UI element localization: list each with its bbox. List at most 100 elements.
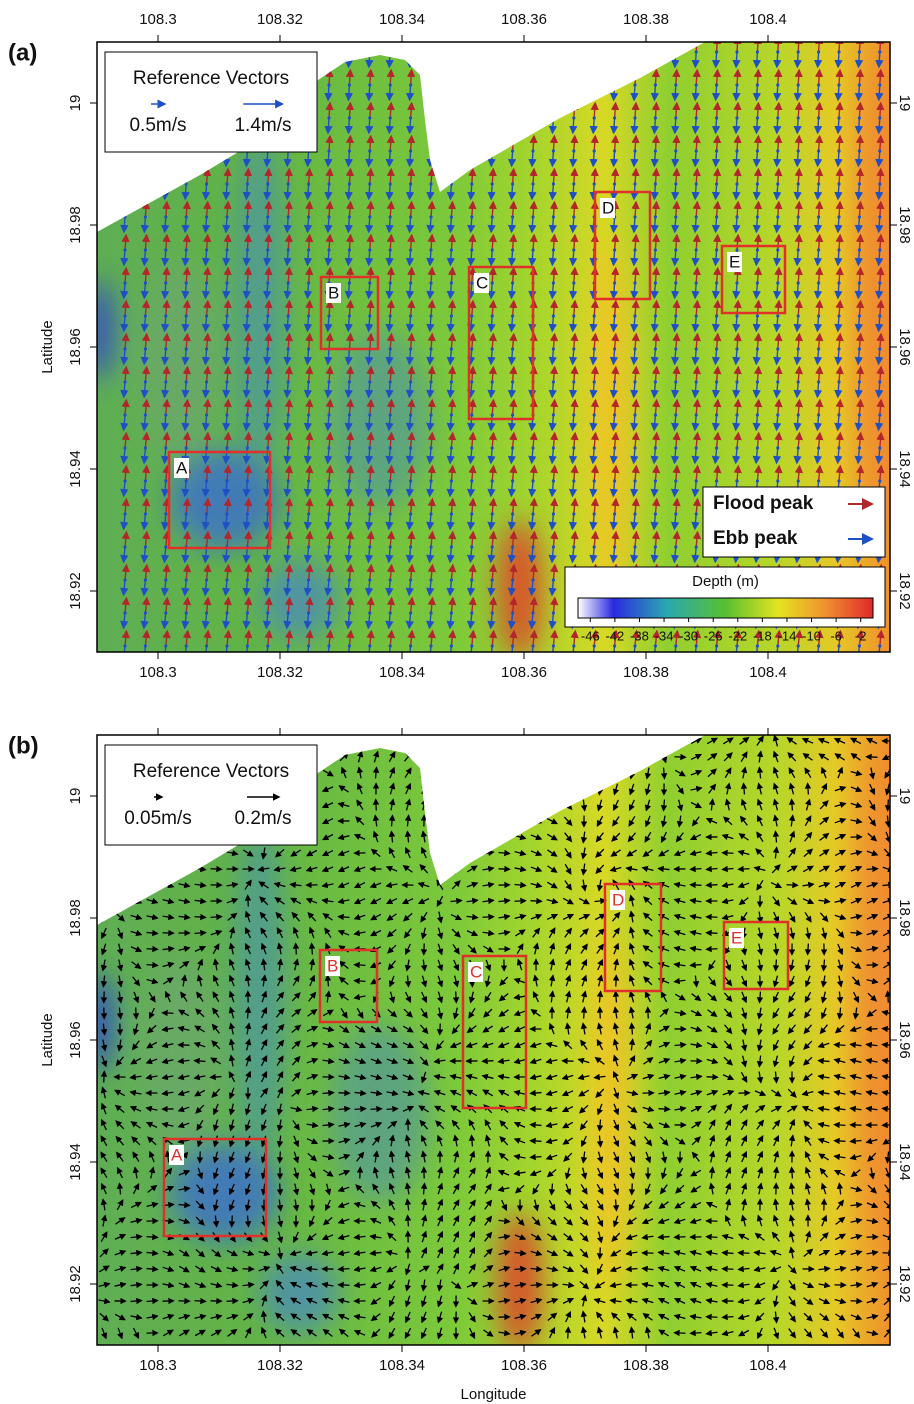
vector-origin	[429, 545, 432, 548]
vector-origin	[429, 413, 432, 416]
residual-vector	[470, 832, 474, 842]
vector-origin	[695, 149, 698, 152]
vector-origin	[429, 50, 432, 53]
residual-vector	[808, 784, 809, 795]
residual-vector	[723, 1253, 734, 1254]
residual-vector	[583, 784, 585, 795]
vector-origin	[144, 512, 147, 515]
vector-origin	[348, 149, 351, 152]
vector-origin	[817, 116, 820, 119]
vector-origin	[205, 512, 208, 515]
vector-origin	[470, 215, 473, 218]
residual-vector	[499, 770, 508, 776]
vector-origin	[776, 50, 779, 53]
vector-origin	[878, 116, 881, 119]
residual-vector	[549, 752, 555, 761]
flood-vector	[655, 70, 656, 85]
vector-origin	[531, 512, 534, 515]
residual-vector	[485, 800, 490, 810]
vector-origin	[287, 248, 290, 251]
vector-origin	[572, 644, 575, 647]
vector-origin	[572, 380, 575, 383]
vector-origin	[185, 215, 188, 218]
residual-vector	[600, 1008, 601, 1019]
y-tick-label: 18.92	[67, 572, 84, 610]
vector-origin	[144, 182, 147, 185]
residual-vector	[280, 1184, 281, 1195]
ebb-vector	[593, 52, 594, 67]
ebb-vector	[797, 52, 798, 67]
vector-origin	[246, 413, 249, 416]
vector-origin	[858, 50, 861, 53]
residual-vector	[616, 992, 617, 1003]
vector-origin	[695, 248, 698, 251]
ebb-vector	[144, 184, 145, 199]
residual-vector	[455, 816, 458, 827]
vector-origin	[511, 644, 514, 647]
vector-origin	[797, 281, 800, 284]
depth-patch	[260, 1253, 340, 1333]
vector-origin	[246, 611, 249, 614]
vector-origin	[327, 512, 330, 515]
vector-origin	[572, 182, 575, 185]
residual-vector	[323, 757, 334, 758]
residual-vector	[211, 869, 222, 870]
vector-origin	[409, 479, 412, 482]
vector-origin	[450, 50, 453, 53]
vector-origin	[389, 149, 392, 152]
colorbar-tick-label: -22	[728, 628, 747, 643]
vector-origin	[695, 83, 698, 86]
vector-origin	[429, 479, 432, 482]
vector-origin	[389, 281, 392, 284]
ebb-vector	[430, 118, 431, 133]
vector-origin	[307, 347, 310, 350]
vector-origin	[797, 644, 800, 647]
y-tick-label-right: 18.92	[896, 572, 913, 610]
vector-origin	[389, 182, 392, 185]
vector-origin	[348, 545, 351, 548]
residual-vector	[707, 949, 718, 950]
y-tick-label: 18.96	[67, 328, 84, 366]
residual-vector	[438, 768, 442, 778]
flood-vector	[329, 70, 330, 85]
vector-origin	[735, 116, 738, 119]
vector-origin	[654, 446, 657, 449]
ebb-vector	[552, 52, 553, 67]
residual-vector	[499, 754, 509, 759]
vector-origin	[491, 413, 494, 416]
vector-origin	[572, 215, 575, 218]
y-tick-label-right: 19	[896, 95, 913, 112]
vector-origin	[205, 314, 208, 317]
residual-vector	[388, 737, 396, 745]
vector-origin	[817, 314, 820, 317]
residual-vector	[468, 849, 476, 857]
vector-origin	[185, 611, 188, 614]
vector-origin	[389, 611, 392, 614]
flood-vector	[778, 37, 779, 52]
vector-origin	[674, 479, 677, 482]
vector-origin	[470, 149, 473, 152]
flood-vector	[839, 37, 840, 52]
vector-origin	[470, 314, 473, 317]
panel-label: (b)	[8, 732, 39, 759]
vector-origin	[491, 446, 494, 449]
vector-origin	[633, 215, 636, 218]
vector-origin	[776, 413, 779, 416]
vector-origin	[654, 314, 657, 317]
flood-vector	[492, 103, 493, 118]
ebb-vector	[838, 85, 839, 100]
ebb-vector	[695, 118, 696, 133]
residual-vector	[835, 1045, 846, 1046]
ebb-vector	[654, 85, 655, 100]
vector-origin	[756, 413, 759, 416]
residual-vector	[470, 736, 475, 746]
vector-origin	[225, 281, 228, 284]
ebb-vector	[777, 52, 778, 67]
residual-vector	[291, 739, 302, 742]
vector-origin	[552, 215, 555, 218]
residual-vector	[355, 739, 365, 743]
vector-origin	[144, 578, 147, 581]
residual-vector	[149, 737, 156, 746]
flood-vector	[390, 37, 391, 52]
